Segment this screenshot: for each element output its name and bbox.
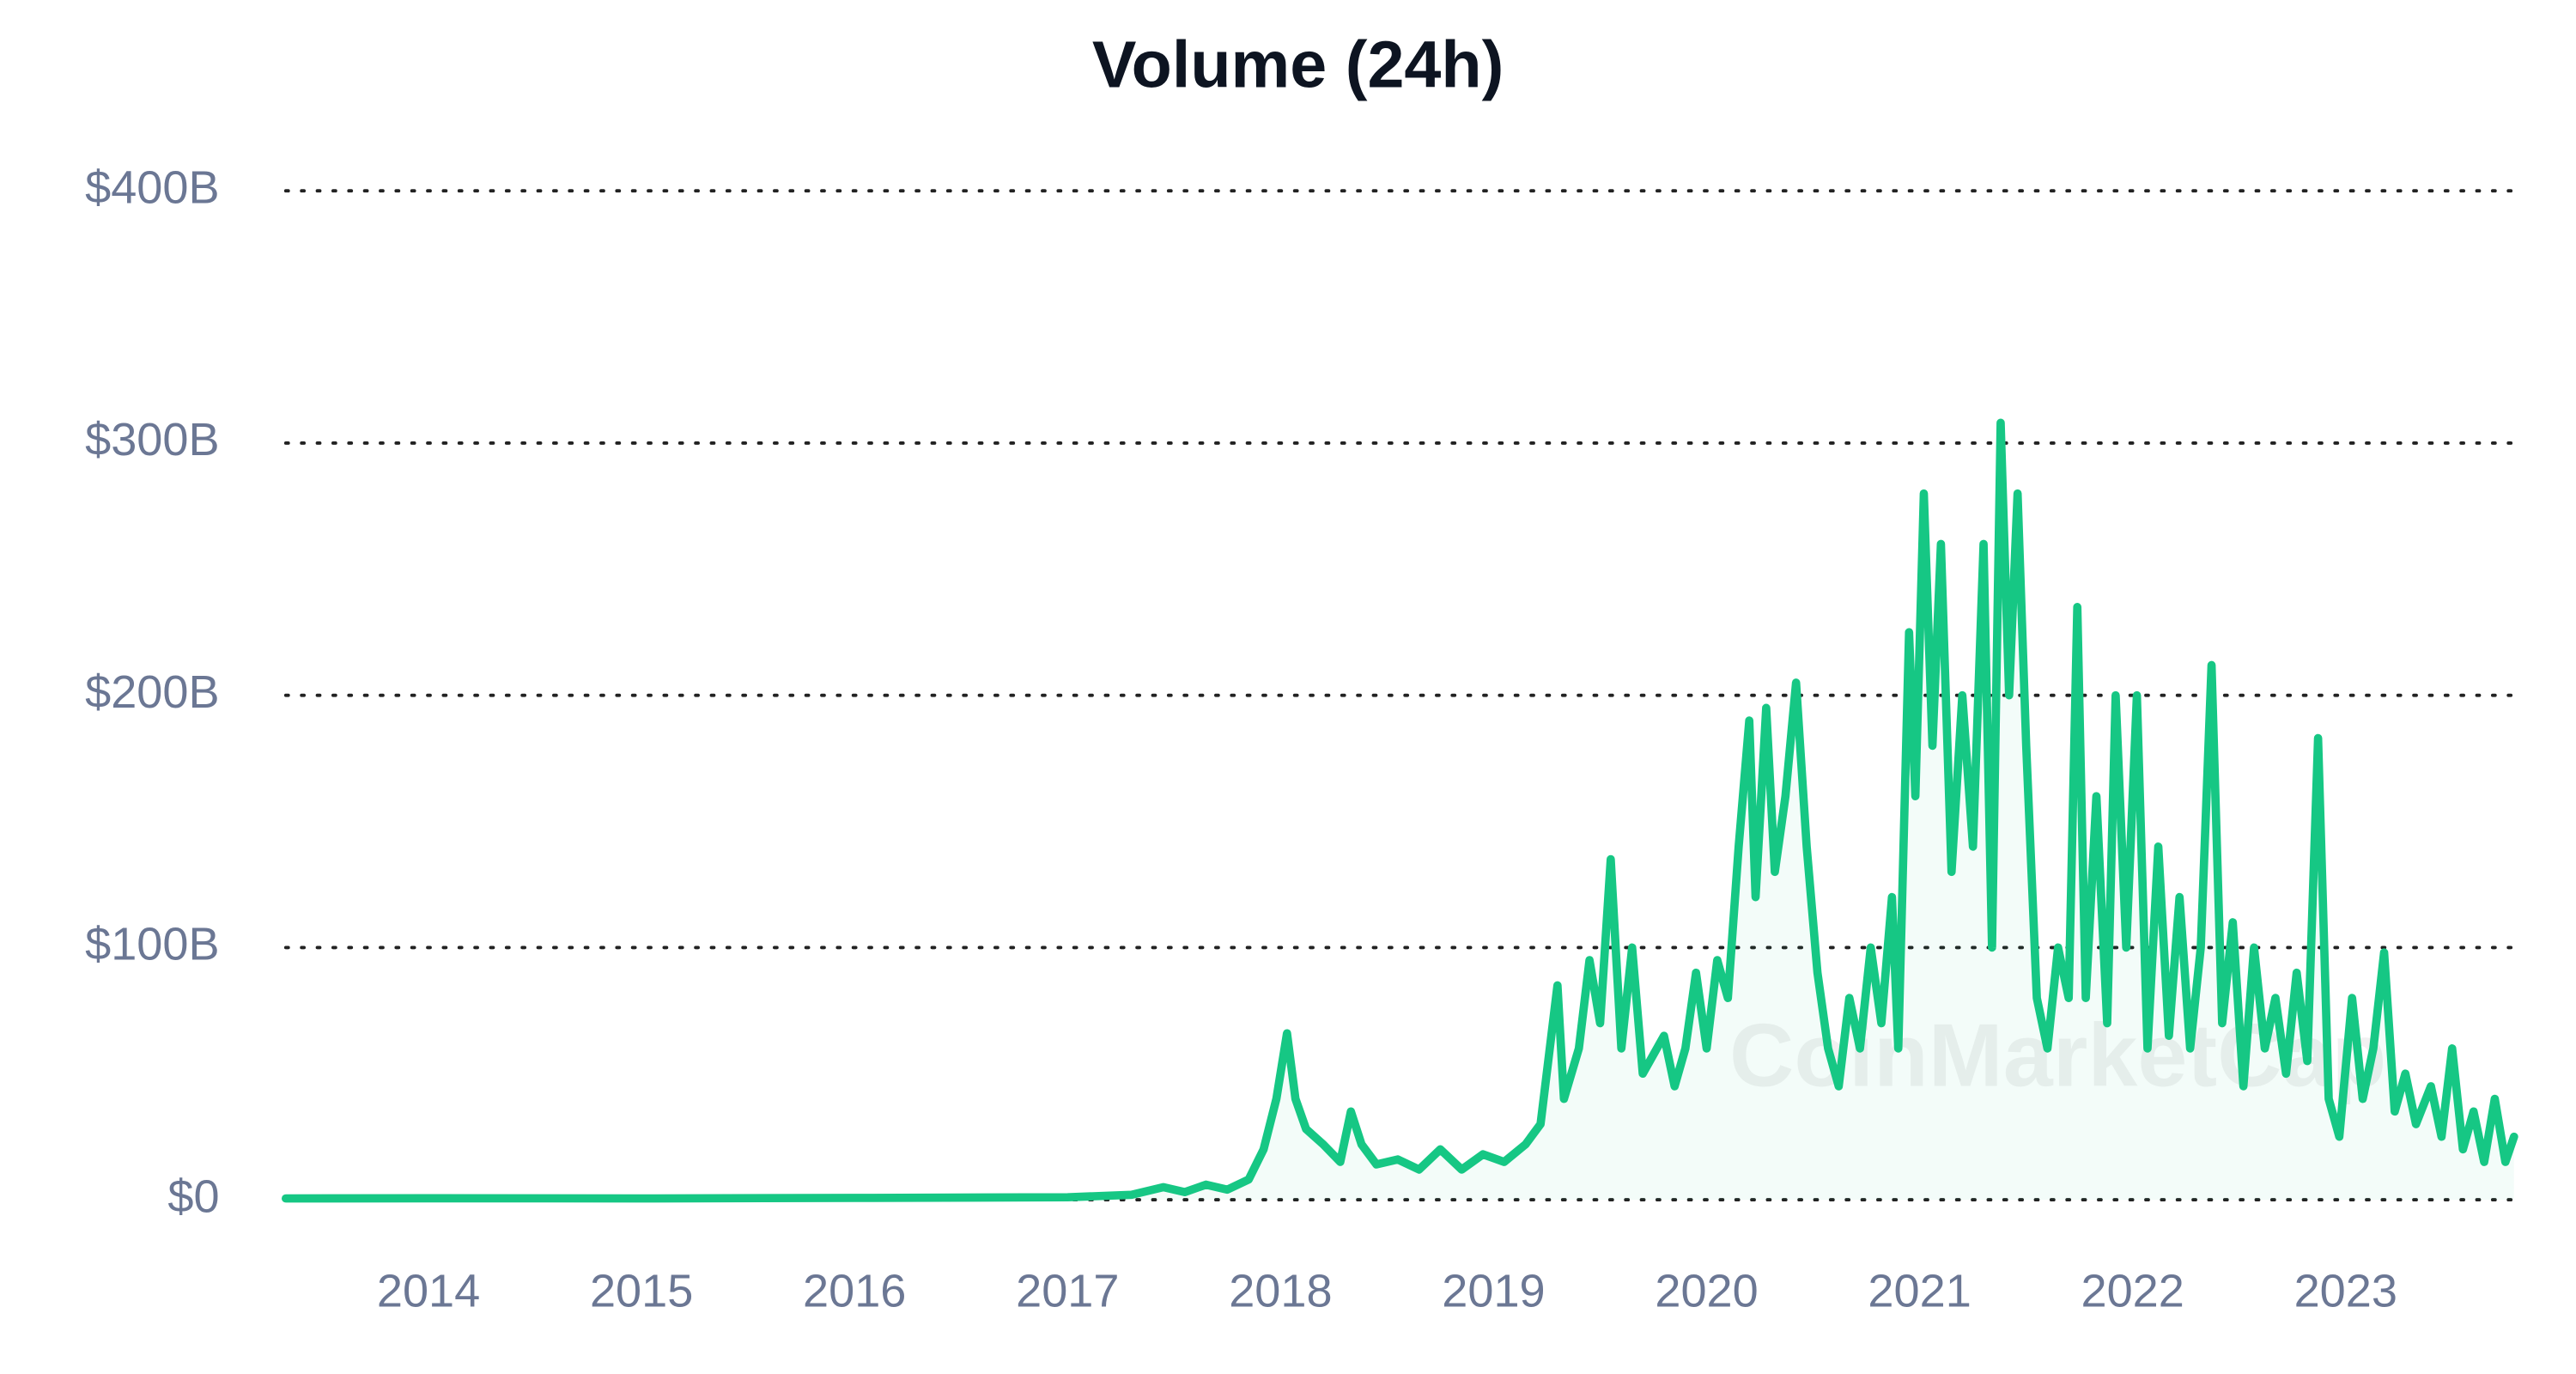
area xyxy=(285,423,2514,1201)
x-tick-label: 2021 xyxy=(1868,1266,1971,1317)
x-tick-label: 2020 xyxy=(1655,1266,1758,1317)
line xyxy=(282,418,2518,1203)
y-tick-label: $0 xyxy=(167,1170,219,1222)
x-tick-label: 2015 xyxy=(590,1266,693,1317)
y-tick-label: $300B xyxy=(85,414,219,465)
x-tick-label: 2017 xyxy=(1016,1266,1119,1317)
y-tick-label: $400B xyxy=(85,162,219,214)
x-tick-label: 2014 xyxy=(377,1266,480,1317)
x-tick-label: 2023 xyxy=(2294,1266,2397,1317)
x-tick-label: 2022 xyxy=(2081,1266,2184,1317)
chart-title: Volume (24h) xyxy=(1092,28,1504,102)
y-tick-label: $200B xyxy=(85,666,219,718)
x-tick-label: 2016 xyxy=(803,1266,906,1317)
x-tick-label: 2019 xyxy=(1442,1266,1545,1317)
x-tick-label: 2018 xyxy=(1229,1266,1332,1317)
y-tick-label: $100B xyxy=(85,919,219,970)
